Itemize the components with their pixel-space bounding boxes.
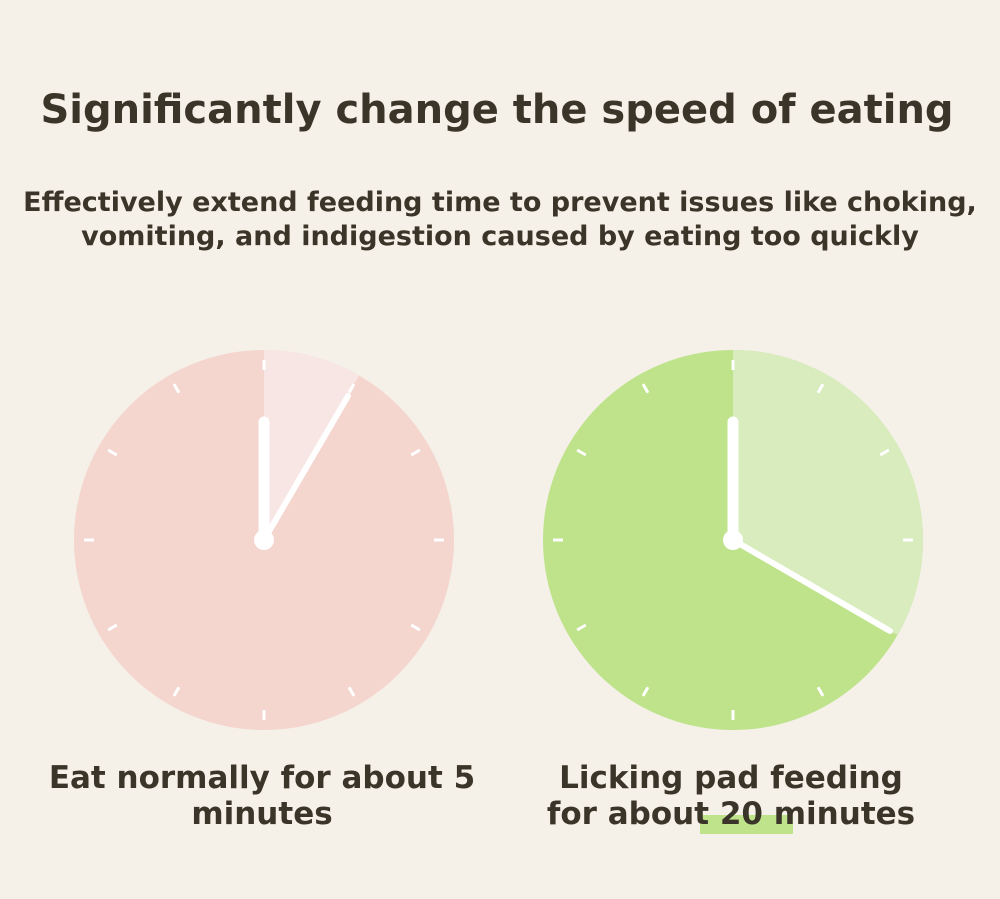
clock-sector — [264, 350, 359, 540]
caption-line: minutes — [191, 796, 332, 832]
subtitle-line: Effectively extend feeding time to preve… — [23, 187, 977, 218]
clock-tick — [816, 383, 825, 394]
clock-tick — [347, 686, 356, 697]
clock-tick — [347, 383, 356, 394]
clock-tick — [576, 448, 587, 457]
clock-tick — [879, 448, 890, 457]
subtitle-line: vomiting, and indigestion caused by eati… — [81, 221, 919, 252]
title: Significantly change the speed of eating — [40, 87, 953, 133]
clock-tick — [410, 623, 421, 632]
clock-center — [254, 530, 274, 550]
clock-ticks — [84, 360, 444, 720]
clock-tick — [172, 383, 181, 394]
clock-tick — [410, 448, 421, 457]
clock-normal — [74, 350, 454, 730]
minute-hand — [261, 393, 351, 543]
clock-tick — [816, 686, 825, 697]
clock-pad — [543, 350, 923, 730]
caption-line: Licking pad feeding — [559, 760, 903, 796]
clock-center — [723, 530, 743, 550]
clock-tick — [641, 686, 650, 697]
caption-line: Eat normally for about 5 — [49, 760, 475, 796]
clock-tick — [107, 623, 118, 632]
highlight — [700, 815, 793, 834]
clock-sector — [733, 350, 923, 635]
clock-tick — [641, 383, 650, 394]
clock-ticks — [553, 360, 913, 720]
clock-tick — [107, 448, 118, 457]
caption-line: for about 20 minutes — [547, 796, 915, 832]
minute-hand — [730, 537, 893, 634]
clock-tick — [172, 686, 181, 697]
clock-tick — [576, 623, 587, 632]
